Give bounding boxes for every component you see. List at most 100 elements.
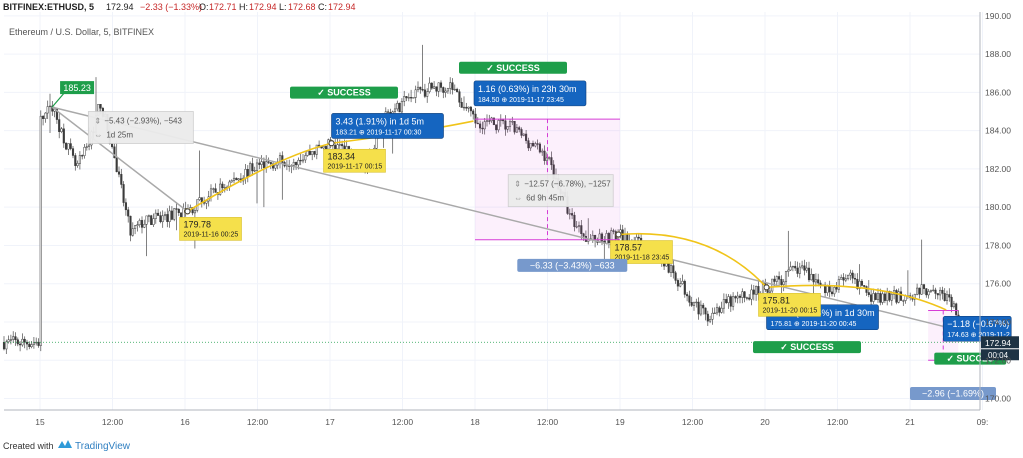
candle-body-198 xyxy=(458,91,461,103)
candle-body-311 xyxy=(718,307,721,313)
candle-body-382 xyxy=(881,293,884,303)
candle-body-310 xyxy=(715,307,719,314)
x-tick-label-11: 12:00 xyxy=(827,417,849,427)
candle-body-263 xyxy=(607,233,610,243)
candle-body-193 xyxy=(446,88,449,92)
candle-body-378 xyxy=(872,293,875,302)
candle-body-100 xyxy=(232,177,236,181)
candle-body-233 xyxy=(538,143,541,153)
candle-body-83 xyxy=(193,210,196,214)
candle-body-249 xyxy=(575,226,578,228)
candle-body-181 xyxy=(419,86,422,90)
countdown-tag xyxy=(981,349,1019,361)
candle-body-131 xyxy=(304,155,307,161)
candle-body-110 xyxy=(255,162,259,171)
candle-body-326 xyxy=(752,289,755,295)
candle-body-351 xyxy=(810,273,813,281)
point-label-box-4 xyxy=(758,293,821,317)
candle-body-90 xyxy=(209,188,213,197)
measure-line1-1: −12.57 (−6.78%), −1257 xyxy=(524,180,611,189)
y-tick-label-1: 188.00 xyxy=(985,49,1011,59)
candle-body-85 xyxy=(198,197,201,200)
candle-body-405 xyxy=(934,289,937,294)
candle-body-386 xyxy=(890,293,893,301)
candle-body-171 xyxy=(396,102,399,110)
candle-body-205 xyxy=(474,113,477,124)
candle-body-344 xyxy=(794,265,797,269)
candle-body-293 xyxy=(676,280,679,287)
candle-body-400 xyxy=(922,284,926,289)
candle-body-345 xyxy=(796,267,799,274)
candle-body-232 xyxy=(536,143,539,145)
candle-body-5 xyxy=(14,336,17,340)
point-label-price-2: 183.34 xyxy=(328,151,356,161)
candle-body-208 xyxy=(481,127,484,130)
candle-body-406 xyxy=(936,293,939,296)
measure-arrow-icon: ⇕ xyxy=(94,117,101,126)
point-label-dot-3 xyxy=(615,231,622,238)
candle-body-191 xyxy=(442,87,445,93)
candle-body-385 xyxy=(888,290,891,301)
point-label-price-0: 185.23 xyxy=(63,83,91,93)
candle-body-17 xyxy=(42,115,45,119)
candle-body-76 xyxy=(177,208,180,213)
candle-body-248 xyxy=(573,214,576,227)
measure-time-icon: ⇔ xyxy=(514,194,522,203)
candle-body-251 xyxy=(580,225,583,234)
candle-body-365 xyxy=(842,277,845,281)
candle-body-115 xyxy=(267,161,270,163)
candle-body-147 xyxy=(341,144,344,147)
candle-body-216 xyxy=(499,119,502,121)
measure-box-1 xyxy=(507,174,614,208)
y-tick-label-4: 182.00 xyxy=(985,164,1011,174)
swing-arrow-3 xyxy=(766,284,947,311)
success-tag-1 xyxy=(459,61,567,74)
measure-box-0 xyxy=(87,111,194,144)
candle-body-316 xyxy=(729,296,732,307)
success-label-0: ✓ SUCCESS xyxy=(317,88,371,98)
x-tick-label-6: 18 xyxy=(470,417,480,427)
point-label-date-2: 2019-11-17 00:15 xyxy=(328,163,383,170)
candle-body-37 xyxy=(88,144,91,147)
success-label-1: ✓ SUCCESS xyxy=(486,63,540,73)
swing-arrow-2 xyxy=(618,233,768,288)
candle-body-320 xyxy=(738,295,742,298)
point-label-box-0 xyxy=(60,81,95,95)
candle-body-309 xyxy=(713,312,716,314)
candle-body-312 xyxy=(720,307,723,313)
candle-body-226 xyxy=(522,133,525,136)
candle-body-47 xyxy=(111,143,114,148)
candle-body-197 xyxy=(456,88,459,92)
candle-body-321 xyxy=(741,291,744,298)
candle-body-68 xyxy=(159,215,162,223)
y-tick-label-6: 178.00 xyxy=(985,240,1011,250)
header-low: 172.68 xyxy=(288,2,316,12)
candle-body-61 xyxy=(143,224,146,228)
candle-body-368 xyxy=(849,272,852,276)
point-label-dot-4 xyxy=(763,284,770,291)
candle-body-74 xyxy=(173,208,176,220)
candle-body-180 xyxy=(416,86,420,91)
candle-body-384 xyxy=(886,290,889,301)
candle-body-414 xyxy=(955,303,958,316)
candle-body-298 xyxy=(688,295,691,303)
candle-body-260 xyxy=(600,233,604,242)
candle-body-18 xyxy=(44,112,47,119)
tradingview-logo-icon xyxy=(58,440,72,448)
header-last: 172.94 xyxy=(106,2,134,12)
candle-body-348 xyxy=(803,265,806,271)
candle-body-6 xyxy=(16,339,19,345)
candle-body-307 xyxy=(709,319,712,322)
footer-brand[interactable]: TradingView xyxy=(75,441,131,452)
candle-body-27 xyxy=(65,142,68,150)
candle-body-95 xyxy=(221,183,224,189)
candle-body-390 xyxy=(899,291,903,301)
candle-body-48 xyxy=(113,146,116,159)
candle-body-371 xyxy=(856,278,859,289)
candle-body-139 xyxy=(322,146,325,149)
candle-body-102 xyxy=(237,178,240,181)
candle-body-200 xyxy=(462,106,466,109)
candle-body-381 xyxy=(879,293,882,303)
candle-body-185 xyxy=(428,82,431,92)
